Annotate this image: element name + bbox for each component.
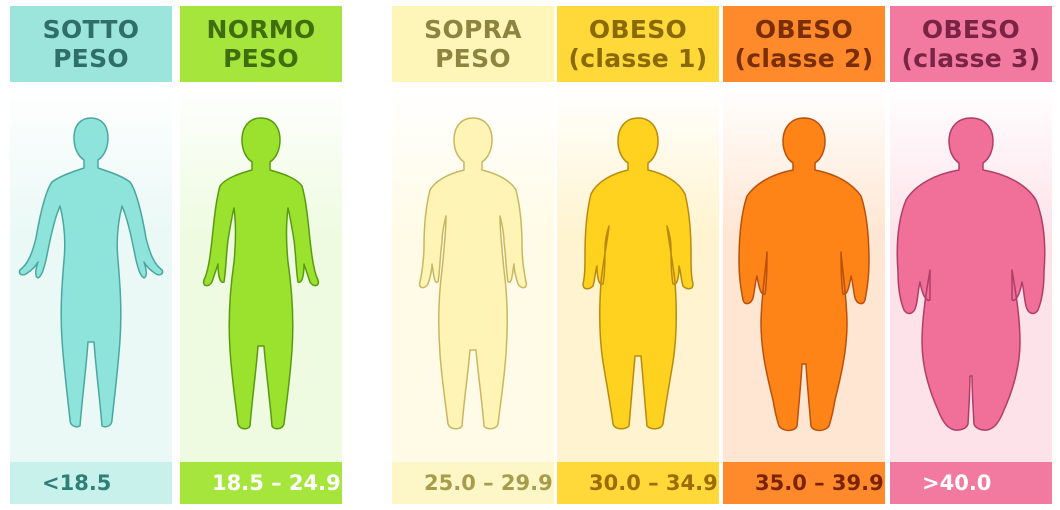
category-label: SOPRA PESO bbox=[392, 6, 554, 82]
category-label-line1: SOTTO bbox=[42, 15, 140, 44]
category-obeso-classe-2: OBESO (classe 2) 35.0 – 39.9 bbox=[723, 0, 885, 510]
category-label-line2: (classe 3) bbox=[901, 44, 1041, 73]
slim-body-silhouette-icon bbox=[18, 117, 164, 428]
bmi-range: <18.5 bbox=[10, 462, 172, 504]
category-label-line1: OBESO bbox=[588, 15, 688, 44]
obese-class-1-body-silhouette-icon bbox=[582, 117, 694, 430]
category-label: OBESO (classe 3) bbox=[890, 6, 1052, 82]
bmi-range: 18.5 – 24.9 bbox=[180, 462, 342, 504]
category-sovrappeso: SOPRA PESO 25.0 – 29.9 bbox=[392, 0, 554, 510]
bmi-range: >40.0 bbox=[890, 462, 1052, 504]
category-label: NORMO PESO bbox=[180, 6, 342, 82]
category-label-line2: PESO bbox=[53, 44, 129, 73]
category-label: OBESO (classe 1) bbox=[557, 6, 719, 82]
category-normopeso: NORMO PESO 18.5 – 24.9 bbox=[180, 0, 342, 510]
bmi-range: 25.0 – 29.9 bbox=[392, 462, 554, 504]
category-label-line1: OBESO bbox=[921, 15, 1021, 44]
category-label-line2: PESO bbox=[223, 44, 299, 73]
obese-class-3-body-silhouette-icon bbox=[896, 117, 1046, 431]
normal-body-silhouette-icon bbox=[202, 117, 320, 430]
bmi-range: 30.0 – 34.9 bbox=[557, 462, 719, 504]
category-label-line1: OBESO bbox=[754, 15, 854, 44]
obese-class-2-body-silhouette-icon bbox=[738, 117, 870, 432]
category-label-line2: (classe 2) bbox=[734, 44, 874, 73]
category-obeso-classe-1: OBESO (classe 1) 30.0 – 34.9 bbox=[557, 0, 719, 510]
category-label: SOTTO PESO bbox=[10, 6, 172, 82]
category-sottopeso: SOTTO PESO <18.5 bbox=[10, 0, 172, 510]
category-label-line1: SOPRA bbox=[424, 15, 522, 44]
overweight-body-silhouette-icon bbox=[418, 117, 528, 430]
category-label-line2: (classe 1) bbox=[568, 44, 708, 73]
category-label-line1: NORMO bbox=[206, 15, 316, 44]
category-label-line2: PESO bbox=[435, 44, 511, 73]
category-label: OBESO (classe 2) bbox=[723, 6, 885, 82]
category-obeso-classe-3: OBESO (classe 3) >40.0 bbox=[890, 0, 1052, 510]
bmi-range: 35.0 – 39.9 bbox=[723, 462, 885, 504]
